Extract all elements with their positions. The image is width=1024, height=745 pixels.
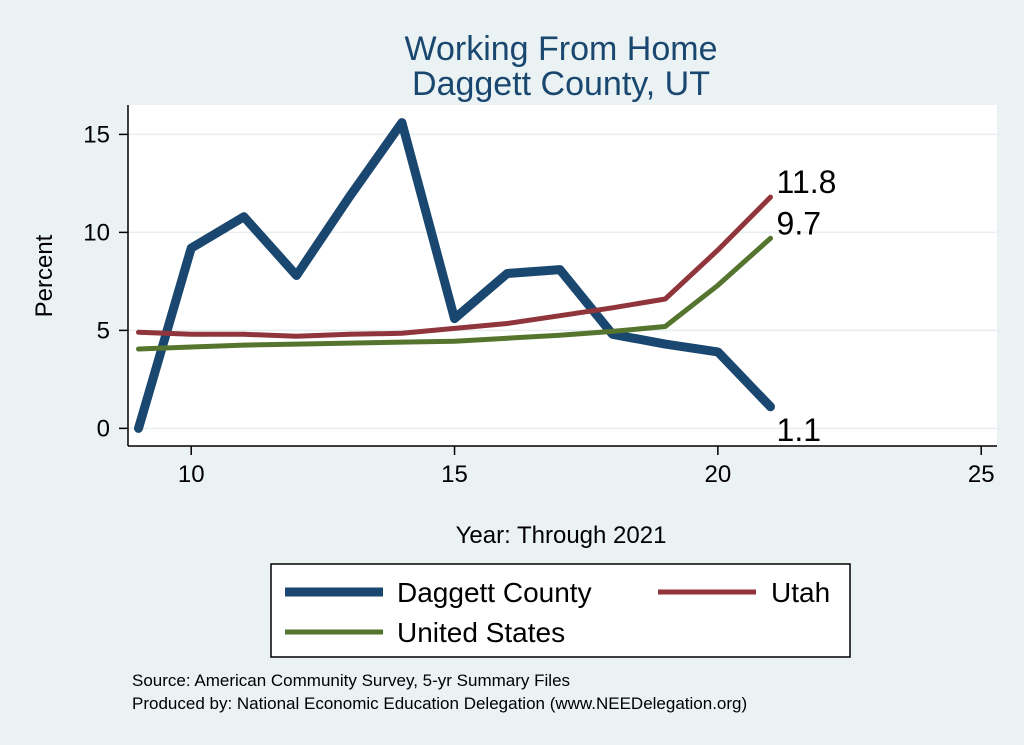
y-tick-label-5: 5 bbox=[97, 317, 110, 344]
legend: Daggett County Utah United States bbox=[270, 563, 851, 658]
series-line-united-states bbox=[136, 235, 773, 352]
chart-title-line-1: Working From Home bbox=[405, 30, 718, 68]
end-label-united-states: 9.7 bbox=[777, 205, 821, 241]
end-labels: 1.1 11.8 9.7 bbox=[777, 164, 837, 448]
legend-label-united-states: United States bbox=[397, 617, 565, 648]
legend-box bbox=[270, 563, 851, 658]
legend-label-utah: Utah bbox=[771, 577, 830, 608]
x-tick-label-10: 10 bbox=[178, 461, 205, 488]
y-tick-label-15: 15 bbox=[83, 121, 110, 148]
producer-note: Produced by: National Economic Education… bbox=[132, 694, 747, 713]
series-line-utah bbox=[136, 194, 773, 339]
source-note: Source: American Community Survey, 5-yr … bbox=[132, 671, 570, 690]
series-line-daggett-county bbox=[134, 118, 775, 433]
axis-ticks: 0 5 10 15 10 15 20 25 bbox=[83, 121, 994, 488]
x-tick-label-25: 25 bbox=[968, 461, 995, 488]
end-label-utah: 11.8 bbox=[777, 164, 837, 200]
x-tick-label-15: 15 bbox=[441, 461, 468, 488]
grid-lines bbox=[128, 133, 997, 430]
y-axis-title: Percent bbox=[31, 234, 58, 317]
y-tick-label-10: 10 bbox=[83, 219, 110, 246]
x-axis-title: Year: Through 2021 bbox=[456, 522, 667, 549]
y-tick-label-0: 0 bbox=[97, 415, 110, 442]
series-lines bbox=[134, 118, 775, 433]
end-label-daggett-county: 1.1 bbox=[777, 412, 821, 448]
chart-title-line-2: Daggett County, UT bbox=[412, 65, 710, 103]
legend-label-daggett-county: Daggett County bbox=[397, 577, 592, 608]
x-tick-label-20: 20 bbox=[705, 461, 732, 488]
